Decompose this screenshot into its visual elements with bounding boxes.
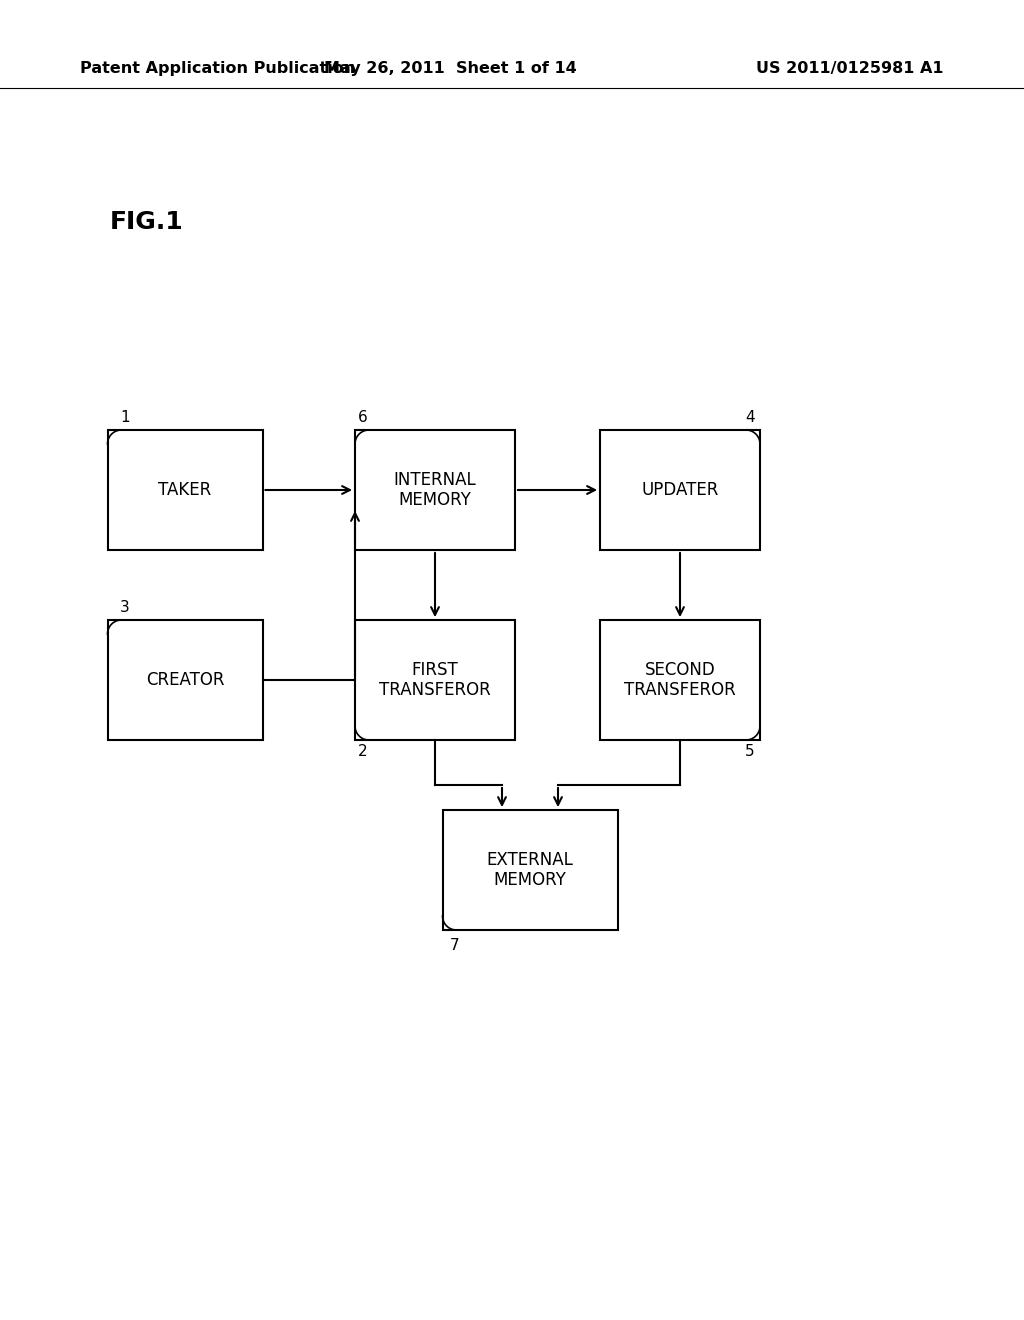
Text: 5: 5 — [745, 744, 755, 759]
Text: Patent Application Publication: Patent Application Publication — [80, 61, 355, 75]
Text: 7: 7 — [450, 937, 460, 953]
Bar — [108, 620, 262, 741]
Text: UPDATER: UPDATER — [641, 480, 719, 499]
Text: FIRST
TRANSFEROR: FIRST TRANSFEROR — [379, 660, 490, 700]
Text: EXTERNAL
MEMORY: EXTERNAL MEMORY — [486, 850, 573, 890]
Bar — [442, 810, 617, 931]
Text: 4: 4 — [745, 411, 755, 425]
Text: 6: 6 — [358, 411, 368, 425]
Text: INTERNAL
MEMORY: INTERNAL MEMORY — [393, 471, 476, 510]
Text: 3: 3 — [120, 601, 130, 615]
Bar — [600, 620, 760, 741]
Text: 2: 2 — [358, 744, 368, 759]
Text: SECOND
TRANSFEROR: SECOND TRANSFEROR — [624, 660, 736, 700]
Bar — [355, 430, 515, 550]
Text: May 26, 2011  Sheet 1 of 14: May 26, 2011 Sheet 1 of 14 — [325, 61, 577, 75]
Text: CREATOR: CREATOR — [145, 671, 224, 689]
Text: FIG.1: FIG.1 — [110, 210, 183, 234]
Bar — [355, 620, 515, 741]
Bar — [108, 430, 262, 550]
Text: TAKER: TAKER — [159, 480, 212, 499]
Text: 1: 1 — [120, 411, 130, 425]
Bar — [600, 430, 760, 550]
Text: US 2011/0125981 A1: US 2011/0125981 A1 — [757, 61, 944, 75]
